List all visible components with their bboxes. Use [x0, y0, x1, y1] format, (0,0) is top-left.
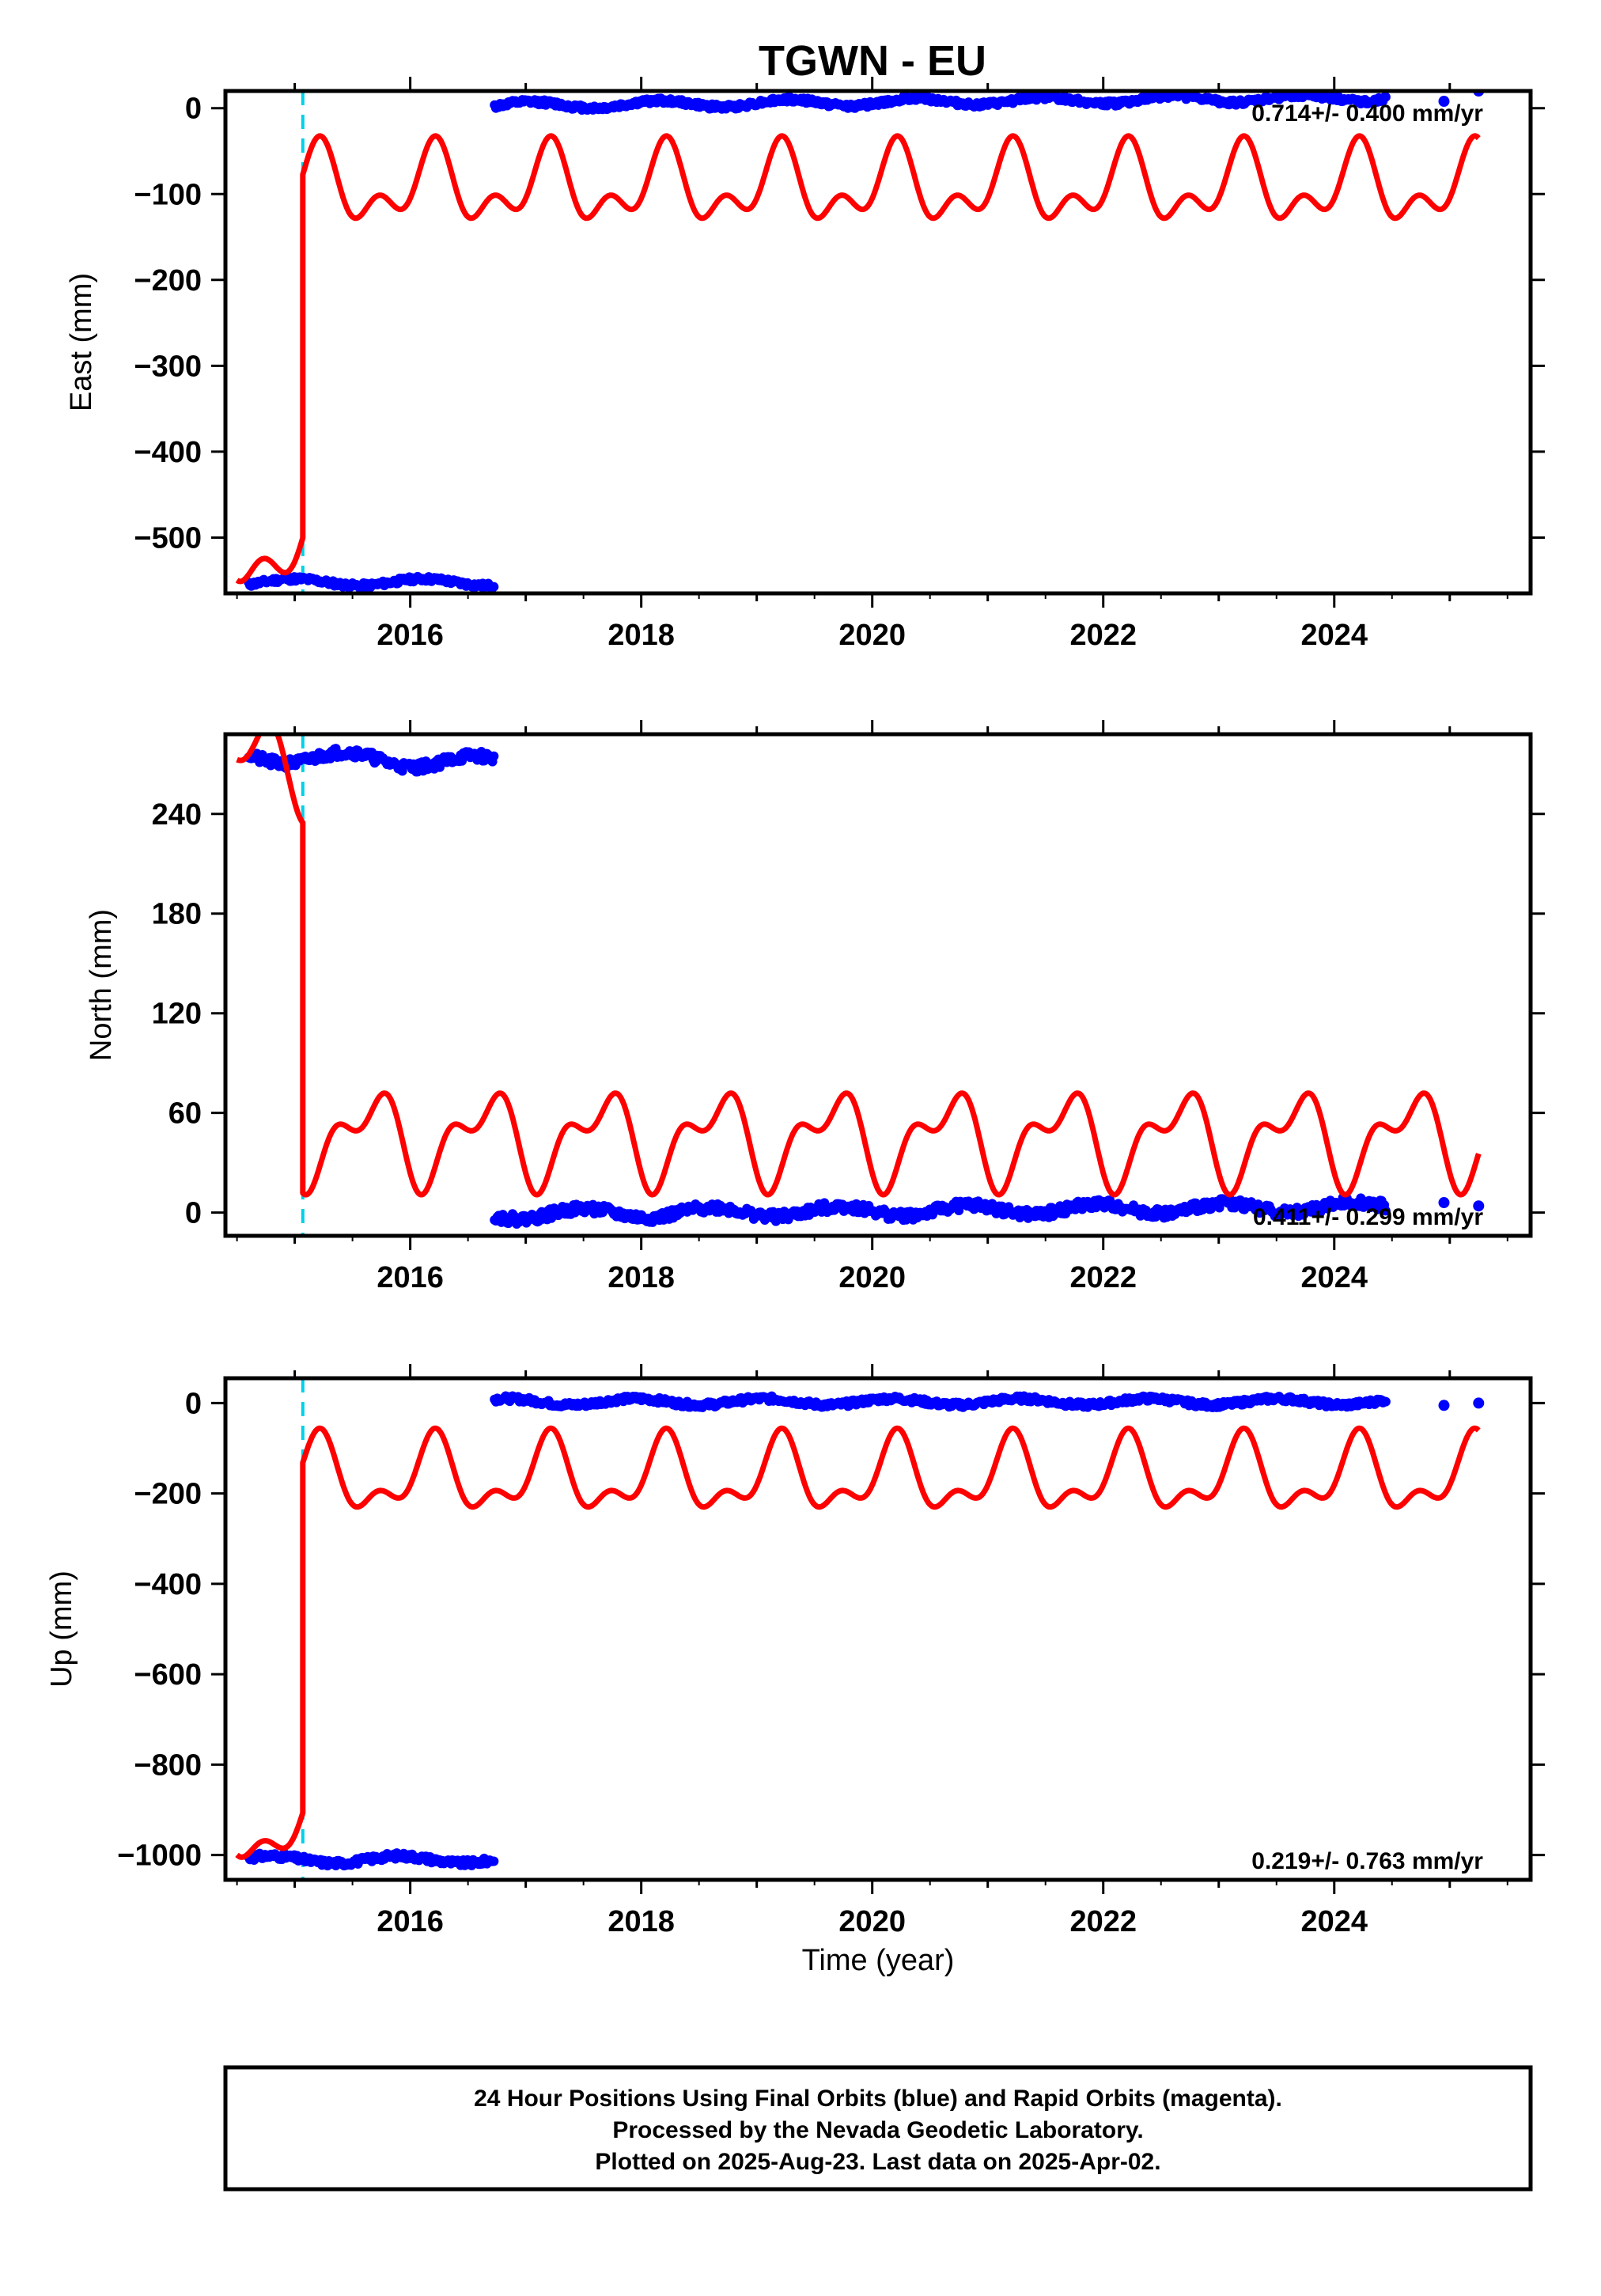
up-panel: 2016 2018 2020 2022 2024 0 −200 −400 −600 −800 −10…: [45, 1364, 1545, 1938]
east-data-point: [489, 582, 499, 592]
up-y-tick-label: −800: [134, 1749, 202, 1782]
east-model-curve: [235, 133, 1481, 585]
east-data-point: [1380, 92, 1391, 102]
up-y-tick-label: −200: [134, 1478, 202, 1511]
east-y-tick-label: −500: [134, 521, 202, 555]
up-data-point: [1380, 1396, 1391, 1407]
east-x-tick-label: 2024: [1300, 619, 1368, 652]
north-x-tick-label: 2020: [838, 1261, 906, 1294]
panels: 2016 2018 2020 2022 2024 0 −100 −200 −300 −400 −50…: [45, 77, 1545, 1938]
east-x-tick-label: 2016: [377, 619, 444, 652]
footer-line-1: 24 Hour Positions Using Final Orbits (bl…: [474, 2086, 1282, 2112]
north-y-tick-label: 120: [152, 998, 202, 1031]
up-frame: [223, 1376, 1533, 1882]
up-y-axis-label: Up (mm): [45, 1570, 78, 1688]
up-x-tick-label: 2022: [1069, 1905, 1137, 1938]
up-final-points: [244, 1391, 1485, 1871]
up-plot-area: [235, 1378, 1485, 1880]
north-data-point: [1438, 1197, 1450, 1209]
east-x-tick-label: 2018: [607, 619, 675, 652]
up-y-tick-label: −600: [134, 1658, 202, 1692]
north-model-curve: [235, 734, 1482, 1198]
north-final-points: [244, 744, 1485, 1229]
north-y-tick-label: 180: [152, 898, 202, 931]
north-frame: [223, 732, 1533, 1238]
north-x-tick-label: 2022: [1069, 1261, 1137, 1294]
east-panel: 2016 2018 2020 2022 2024 0 −100 −200 −300 −400 −50…: [65, 77, 1545, 652]
north-x-tick-label: 2016: [377, 1261, 444, 1294]
north-data-point: [1473, 1200, 1485, 1212]
north-plot-area: [235, 734, 1485, 1236]
up-y-tick-label: −400: [134, 1568, 202, 1601]
up-model-curve: [235, 1425, 1481, 1860]
east-x-tick-label: 2022: [1069, 619, 1137, 652]
north-data-point: [1380, 1206, 1391, 1216]
footer-line-3: Plotted on 2025-Aug-23. Last data on 202…: [595, 2149, 1160, 2175]
east-x-tick-label: 2020: [838, 619, 906, 652]
north-data-point: [489, 751, 499, 761]
east-plot-area: [235, 91, 1485, 593]
east-y-tick-label: −200: [134, 264, 202, 297]
east-y-tick-label: 0: [185, 93, 202, 126]
up-x-tick-label: 2016: [377, 1905, 444, 1938]
x-axis-label: Time (year): [802, 1944, 955, 1977]
east-y-axis-label: East (mm): [65, 273, 98, 411]
north-y-axis-label: North (mm): [85, 909, 118, 1061]
east-y-tick-label: −100: [134, 178, 202, 211]
east-rate-label: 0.714+/- 0.400 mm/yr: [1251, 100, 1483, 127]
up-data-point: [1438, 1400, 1450, 1411]
up-rate-label: 0.219+/- 0.763 mm/yr: [1251, 1848, 1483, 1874]
up-data-point: [1473, 1397, 1485, 1409]
north-y-tick-label: 60: [168, 1097, 202, 1131]
east-y-tick-label: −300: [134, 350, 202, 383]
footer-line-2: Processed by the Nevada Geodetic Laborat…: [612, 2117, 1143, 2143]
footer-box: [223, 2065, 1533, 2192]
up-x-tick-label: 2018: [607, 1905, 675, 1938]
east-final-points: [244, 91, 1485, 593]
east-data-point: [1438, 96, 1450, 108]
up-x-tick-label: 2024: [1300, 1905, 1368, 1938]
up-data-point: [489, 1856, 499, 1866]
north-y-tick-label: 0: [185, 1197, 202, 1230]
north-panel: 2016 2018 2020 2022 2024 0 60 120 180 240 North (m…: [85, 720, 1545, 1294]
north-x-tick-label: 2018: [607, 1261, 675, 1294]
north-rate-label: 0.411+/- 0.299 mm/yr: [1253, 1204, 1483, 1230]
north-x-tick-label: 2024: [1300, 1261, 1368, 1294]
up-x-tick-label: 2020: [838, 1905, 906, 1938]
up-y-tick-label: −1000: [117, 1839, 202, 1873]
east-frame: [223, 89, 1533, 596]
east-y-tick-label: −400: [134, 436, 202, 469]
north-y-tick-label: 240: [152, 798, 202, 832]
up-y-tick-label: 0: [185, 1387, 202, 1420]
